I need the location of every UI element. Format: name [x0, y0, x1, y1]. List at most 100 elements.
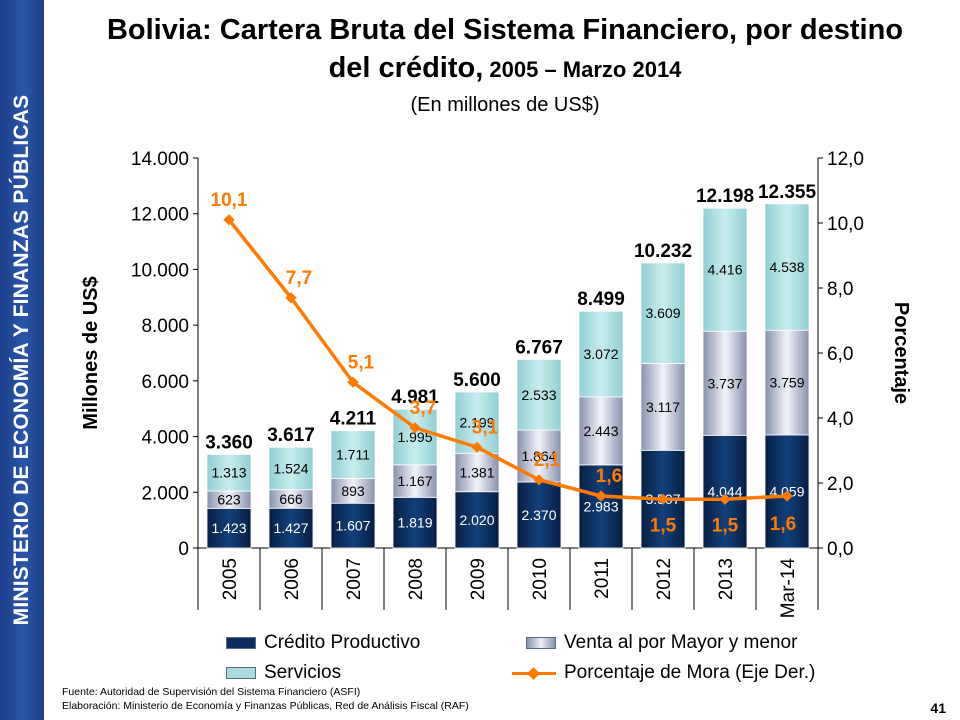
total-label: 3.617 — [267, 425, 315, 446]
y-tick-label-left: 14.000 — [131, 149, 189, 170]
mora-point — [719, 493, 731, 505]
mora-point — [781, 490, 793, 502]
mora-label: 7,7 — [286, 268, 312, 289]
y-tick-label-right: 12,0 — [827, 149, 864, 170]
footer-elaboration: Elaboración: Ministerio de Economía y Fi… — [62, 700, 469, 712]
bar-segment-venta — [702, 330, 748, 436]
data-label-venta: 893 — [341, 483, 365, 499]
x-tick-label: 2007 — [344, 558, 365, 600]
x-tick-label: 2006 — [282, 558, 303, 600]
data-label-productivo: 2.020 — [459, 512, 494, 528]
y-axis-title-left: Millones de US$ — [80, 276, 102, 429]
data-label-venta: 3.759 — [769, 375, 804, 391]
mora-line — [227, 218, 788, 501]
bar-segment-venta — [578, 396, 624, 466]
data-label-servicios: 1.524 — [273, 460, 308, 476]
mora-label: 5,1 — [348, 352, 375, 373]
legend-item-productivo: Crédito Productivo — [226, 632, 420, 654]
legend-label-venta: Venta al por Mayor y menor — [564, 632, 798, 653]
y-tick-label-left: 10.000 — [131, 260, 189, 281]
bar-segment-productivo — [578, 464, 624, 549]
data-label-productivo: 2.983 — [583, 498, 618, 514]
y-tick-label-right: 10,0 — [827, 214, 864, 235]
mora-point — [223, 214, 235, 226]
x-tick-label: 2013 — [716, 558, 737, 600]
total-label: 5.600 — [453, 370, 501, 391]
legend-swatch-mora — [512, 667, 556, 679]
bar-segment-productivo — [454, 491, 500, 549]
data-label-venta: 2.443 — [583, 423, 618, 439]
legend-label-servicios: Servicios — [264, 662, 342, 683]
y-tick-label-right: 6,0 — [827, 344, 853, 365]
y-tick-label-right: 0,0 — [827, 539, 853, 560]
chart-title-line1: Bolivia: Cartera Bruta del Sistema Finan… — [106, 14, 904, 46]
bar-segment-servicios — [578, 310, 624, 398]
bar-segment-venta — [764, 329, 810, 436]
bar-segment-servicios — [702, 207, 748, 332]
bar-segment-venta — [392, 464, 438, 498]
y-tick-label-left: 6.000 — [141, 372, 189, 393]
total-label: 8.499 — [577, 289, 625, 310]
bar-segment-venta — [330, 477, 376, 504]
total-label: 12.355 — [758, 182, 817, 203]
chart-title-main: del crédito, — [328, 52, 484, 84]
y-tick-label-left: 0 — [178, 539, 189, 560]
total-label: 3.360 — [205, 432, 253, 453]
data-label-venta: 1.167 — [397, 473, 432, 489]
sidebar: MINISTERIO DE ECONOMÍA Y FINANZAS PÚBLIC… — [0, 0, 44, 720]
y-tick-label-right: 8,0 — [827, 279, 853, 300]
mora-point — [657, 493, 669, 505]
data-label-productivo: 1.427 — [273, 520, 308, 536]
data-label-venta: 623 — [217, 492, 241, 508]
y-tick-label-right: 2,0 — [827, 474, 853, 495]
data-label-servicios: 1.711 — [336, 447, 370, 463]
data-label-servicios: 1.995 — [397, 429, 432, 445]
legend-swatch-servicios — [226, 667, 256, 679]
y-tick-label-left: 8.000 — [141, 316, 189, 337]
page-number: 41 — [930, 700, 946, 716]
x-tick-label: 2005 — [220, 558, 241, 600]
data-label-productivo: 1.423 — [211, 520, 246, 536]
data-label-servicios: 1.313 — [211, 465, 246, 481]
total-label: 6.767 — [515, 337, 563, 358]
bar-segment-servicios — [206, 454, 252, 492]
x-tick-label: 2009 — [468, 558, 489, 600]
legend-swatch-venta — [526, 637, 556, 649]
y-axis-title-right: Porcentaje — [890, 302, 912, 404]
bar-segment-servicios — [268, 446, 314, 491]
data-label-servicios: 2.199 — [459, 415, 494, 431]
data-label-servicios: 3.609 — [645, 305, 680, 321]
bar-segment-productivo — [702, 434, 748, 549]
bar-segment-productivo — [392, 496, 438, 549]
total-label: 4.981 — [391, 387, 439, 408]
mora-point — [285, 292, 297, 304]
legend-item-venta: Venta al por Mayor y menor — [526, 632, 797, 654]
data-label-venta: 3.737 — [707, 375, 742, 391]
data-label-productivo: 4.044 — [707, 484, 742, 500]
data-label-venta: 1.864 — [521, 448, 556, 464]
data-label-productivo: 1.607 — [335, 518, 370, 534]
data-label-productivo: 1.819 — [397, 515, 432, 531]
data-label-servicios: 3.072 — [583, 346, 618, 362]
x-tick-label: 2011 — [592, 558, 613, 599]
mora-point — [595, 490, 607, 502]
data-label-servicios: 4.416 — [707, 262, 742, 278]
total-label: 4.211 — [330, 409, 377, 430]
y-tick-label-left: 2.000 — [141, 483, 189, 504]
bar-segment-productivo — [516, 481, 562, 549]
data-label-productivo: 2.370 — [521, 507, 556, 523]
bar-segment-productivo — [330, 502, 376, 549]
data-label-venta: 3.117 — [646, 399, 680, 415]
chart-title-period: 2005 – Marzo 2014 — [483, 57, 682, 82]
y-tick-label-left: 12.000 — [131, 205, 189, 226]
total-label: 12.198 — [696, 186, 754, 207]
data-label-venta: 1.381 — [459, 464, 494, 480]
bar-segment-productivo — [206, 507, 252, 549]
legend-label-mora: Porcentaje de Mora (Eje Der.) — [564, 662, 816, 683]
y-tick-label-right: 4,0 — [827, 409, 853, 430]
data-label-servicios: 4.538 — [769, 259, 804, 275]
total-label: 10.232 — [634, 241, 692, 262]
bar-segment-servicios — [764, 203, 810, 331]
bar-segment-servicios — [516, 359, 562, 431]
